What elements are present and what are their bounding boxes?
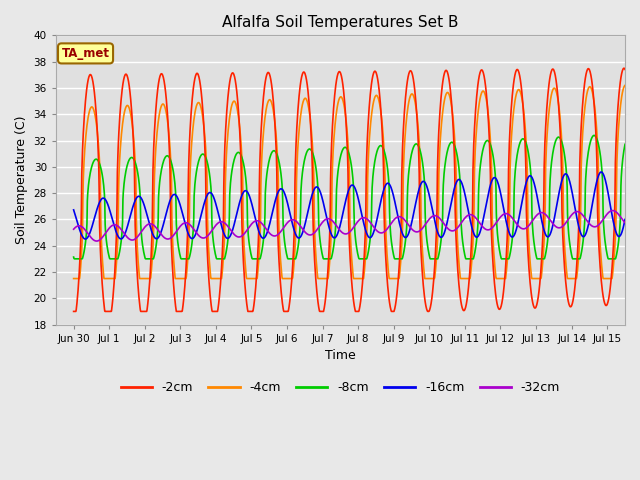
Legend: -2cm, -4cm, -8cm, -16cm, -32cm: -2cm, -4cm, -8cm, -16cm, -32cm	[116, 376, 565, 399]
X-axis label: Time: Time	[325, 349, 356, 362]
Title: Alfalfa Soil Temperatures Set B: Alfalfa Soil Temperatures Set B	[222, 15, 459, 30]
Text: TA_met: TA_met	[61, 47, 109, 60]
Y-axis label: Soil Temperature (C): Soil Temperature (C)	[15, 116, 28, 244]
